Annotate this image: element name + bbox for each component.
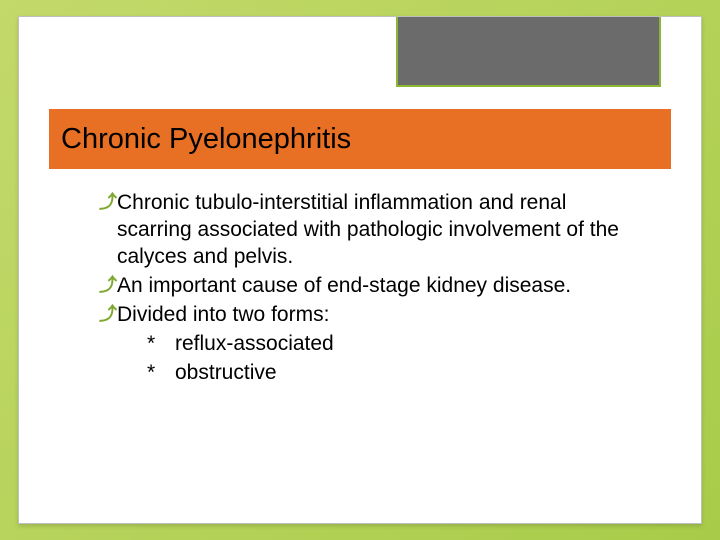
sub-bullet-marker: * [147,359,175,386]
bullet-text: An important cause of end-stage kidney d… [117,272,571,299]
slide-content: ⤴ Chronic tubulo-interstitial inflammati… [99,189,631,386]
slide-title: Chronic Pyelonephritis [61,123,351,156]
sub-bullet-text: obstructive [175,359,277,386]
bullet-icon: ⤴ [99,272,117,298]
bullet-text: Chronic tubulo-interstitial inflammation… [117,189,631,270]
bullet-item: ⤴ Divided into two forms: [99,301,631,328]
bullet-icon: ⤴ [99,301,117,327]
sub-bullet-text: reflux-associated [175,330,334,357]
bullet-item: ⤴ An important cause of end-stage kidney… [99,272,631,299]
accent-box [396,17,661,87]
title-bar: Chronic Pyelonephritis [49,109,671,169]
sub-bullet-item: * obstructive [147,359,631,386]
bullet-item: ⤴ Chronic tubulo-interstitial inflammati… [99,189,631,270]
slide: Chronic Pyelonephritis ⤴ Chronic tubulo-… [18,16,702,524]
sub-bullet-marker: * [147,330,175,357]
sub-bullet-item: * reflux-associated [147,330,631,357]
bullet-text: Divided into two forms: [117,301,329,328]
bullet-icon: ⤴ [99,189,117,215]
